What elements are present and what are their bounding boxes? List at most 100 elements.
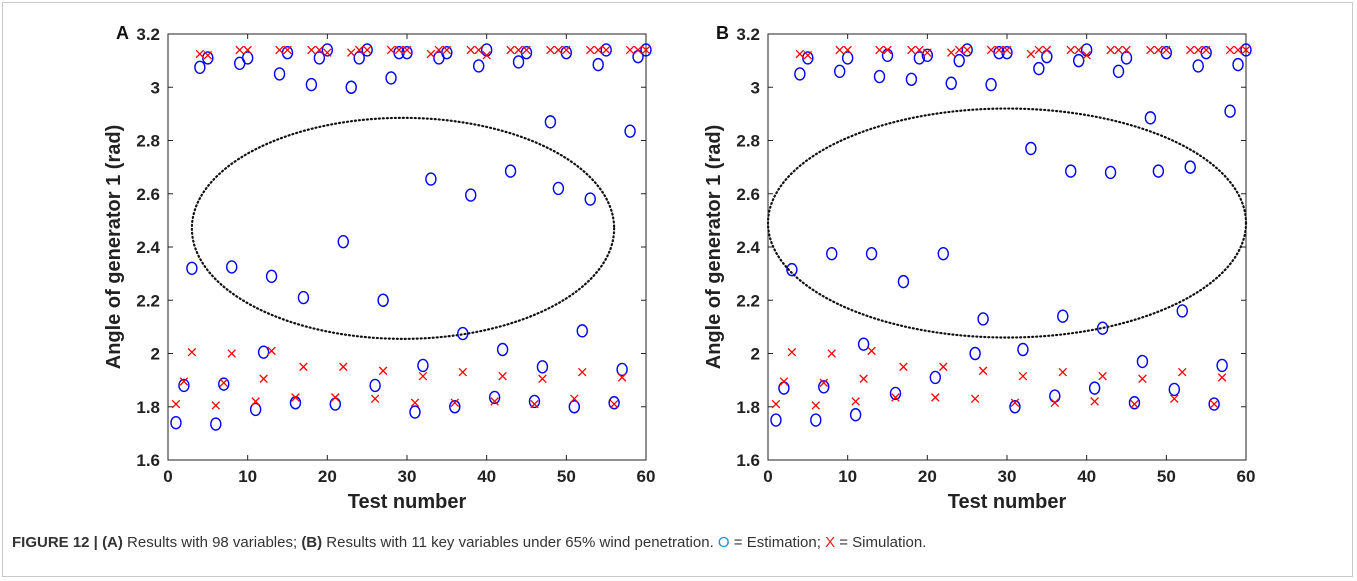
estimation-point	[1112, 64, 1125, 78]
simulation-point	[346, 48, 356, 57]
x-tick-label: 30	[398, 467, 417, 486]
estimation-point	[178, 378, 190, 393]
simulation-point	[450, 398, 460, 408]
estimation-point	[929, 370, 942, 385]
simulation-point	[275, 45, 284, 55]
estimation-point	[457, 326, 469, 341]
y-tick-label: 2.2	[136, 291, 160, 310]
y-tick-label: 2.4	[736, 238, 760, 257]
simulation-point	[442, 45, 452, 55]
simulation-point	[1034, 45, 1044, 55]
estimation-point	[600, 43, 612, 57]
estimation-point	[770, 413, 782, 427]
y-tick-label: 2.6	[136, 185, 160, 204]
simulation-point	[1170, 394, 1179, 404]
simulation-point	[506, 45, 515, 55]
estimation-point	[1136, 354, 1149, 369]
simulation-point	[283, 45, 292, 55]
estimation-point	[802, 51, 814, 65]
caption-figure-label: FIGURE 12 |	[12, 534, 98, 551]
simulation-point	[1074, 45, 1083, 55]
estimation-point	[385, 71, 397, 85]
plot-area	[167, 33, 647, 461]
estimation-point	[1025, 141, 1037, 156]
simulation-point	[1018, 371, 1028, 381]
estimation-point	[881, 48, 894, 62]
simulation-point	[923, 48, 932, 57]
simulation-point	[171, 399, 181, 409]
estimation-point	[329, 397, 342, 411]
dotted-ellipse-annotation	[190, 116, 616, 340]
y-tick-label: 1.8	[736, 398, 760, 417]
caption-text-a: Results with 98 variables;	[122, 534, 302, 551]
simulation-point	[203, 51, 213, 60]
simulation-point	[418, 371, 428, 381]
simulation-point	[819, 378, 829, 388]
x-tick-label: 40	[477, 467, 496, 486]
estimation-point	[369, 378, 381, 393]
simulation-point	[1002, 45, 1012, 55]
simulation-point	[370, 394, 380, 404]
simulation-point	[474, 45, 483, 55]
simulation-point	[243, 45, 252, 55]
simulation-point	[482, 51, 491, 60]
simulation-point	[410, 398, 420, 408]
estimation-point	[1041, 49, 1053, 64]
simulation-point	[1193, 45, 1203, 55]
estimation-point	[1224, 104, 1236, 118]
estimation-point	[826, 246, 838, 261]
simulation-point	[1241, 45, 1251, 55]
estimation-point	[257, 345, 270, 359]
simulation-point	[633, 45, 643, 55]
simulation-point	[466, 45, 475, 55]
caption-simulation-text: = Simulation.	[835, 534, 927, 551]
simulation-point	[907, 45, 916, 55]
simulation-point	[514, 45, 523, 55]
y-tick-label: 2	[151, 345, 160, 364]
simulation-point	[771, 399, 781, 409]
estimation-point	[608, 396, 620, 410]
estimation-point	[1033, 61, 1045, 76]
simulation-point	[1050, 398, 1060, 408]
estimation-point	[1176, 304, 1188, 318]
estimation-point	[810, 413, 822, 427]
simulation-point	[593, 45, 603, 55]
x-axis-label: Test number	[948, 491, 1067, 513]
simulation-point	[402, 45, 412, 55]
x-tick-label: 20	[918, 467, 937, 486]
estimation-point	[512, 55, 525, 69]
simulation-point	[1010, 398, 1020, 408]
estimation-point	[969, 346, 981, 361]
simulation-point	[227, 349, 236, 358]
caption-text-b: Results with 11 key variables under 65% …	[322, 534, 718, 551]
x-tick-label: 10	[838, 467, 857, 486]
simulation-point	[1225, 45, 1235, 55]
estimation-point	[194, 60, 206, 74]
chart-panel-a: 0 10 20 30 40 50 60 1.6 1.8 2 2.2 2.4 2.6 2.8 3 3.2 Test…	[103, 23, 655, 513]
x-tick-label: 10	[238, 467, 257, 486]
simulation-point	[1162, 45, 1171, 55]
simulation-point	[641, 45, 651, 55]
estimation-point	[297, 290, 310, 305]
caption-label-a: (A)	[102, 534, 123, 551]
estimation-point	[425, 172, 437, 186]
simulation-point	[291, 393, 300, 402]
y-tick-label: 2.2	[736, 291, 760, 310]
estimation-point	[449, 400, 461, 414]
estimation-point	[1096, 321, 1109, 335]
simulation-point	[211, 401, 221, 410]
estimation-point	[1049, 389, 1061, 403]
simulation-point	[875, 45, 884, 55]
estimation-point	[786, 262, 798, 277]
estimation-point	[576, 324, 588, 338]
y-tick-label: 2.8	[136, 132, 160, 151]
simulation-point	[867, 346, 876, 356]
simulation-point	[1233, 45, 1243, 55]
simulation-point	[323, 48, 332, 57]
estimation-point	[186, 261, 198, 275]
estimation-point	[210, 417, 222, 431]
simulation-point	[609, 399, 619, 409]
simulation-point	[339, 362, 348, 372]
estimation-point	[1080, 43, 1093, 57]
